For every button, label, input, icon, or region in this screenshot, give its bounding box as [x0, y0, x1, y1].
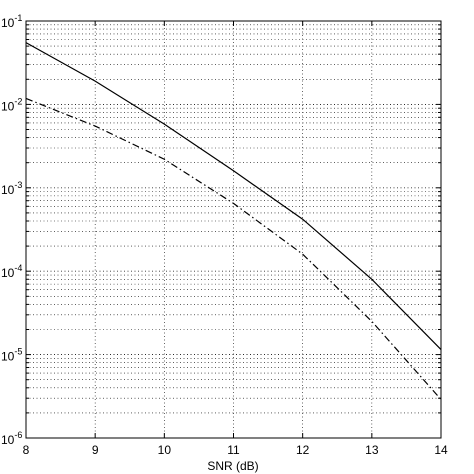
grid — [26, 21, 441, 438]
y-tick-label: 10-3 — [1, 180, 22, 197]
x-tick-labels: 8 9 10 11 12 13 14 — [23, 443, 448, 457]
x-tick-label: 11 — [227, 443, 240, 457]
y-tick-base: 10 — [1, 99, 15, 113]
x-tick-label: 14 — [434, 443, 448, 457]
y-tick-label: 10-6 — [1, 430, 22, 447]
y-tick-label: 10-5 — [1, 347, 22, 364]
x-tick-label: 13 — [365, 443, 379, 457]
y-tick-label: 10-2 — [1, 96, 22, 113]
y-tick-exponent: -3 — [14, 180, 22, 190]
y-tick-exponent: -5 — [14, 347, 22, 357]
x-tick-label: 12 — [296, 443, 310, 457]
y-tick-base: 10 — [1, 350, 15, 364]
y-tick-labels: 10-610-510-410-310-210-1 — [1, 13, 22, 447]
y-tick-exponent: -4 — [14, 263, 22, 273]
plot-series — [25, 42, 442, 400]
series-line-solid — [25, 42, 442, 350]
x-tick-label: 10 — [158, 443, 172, 457]
y-tick-exponent: -2 — [14, 96, 22, 106]
y-tick-base: 10 — [1, 183, 15, 197]
x-tick-label: 8 — [23, 443, 30, 457]
x-tick-label: 9 — [92, 443, 99, 457]
y-tick-exponent: -1 — [14, 13, 22, 23]
y-tick-base: 10 — [1, 266, 15, 280]
x-axis-label: SNR (dB) — [207, 459, 258, 473]
y-tick-label: 10-1 — [1, 13, 22, 30]
y-tick-base: 10 — [1, 433, 15, 447]
series-line-dashdot — [25, 97, 442, 400]
y-tick-label: 10-4 — [1, 263, 22, 280]
axis-ticks — [25, 21, 442, 439]
y-tick-base: 10 — [1, 16, 15, 30]
y-tick-exponent: -6 — [14, 430, 22, 440]
